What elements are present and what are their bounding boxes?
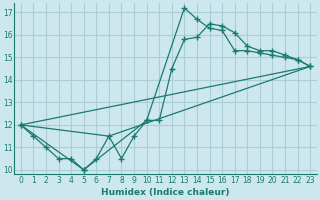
X-axis label: Humidex (Indice chaleur): Humidex (Indice chaleur) (101, 188, 230, 197)
